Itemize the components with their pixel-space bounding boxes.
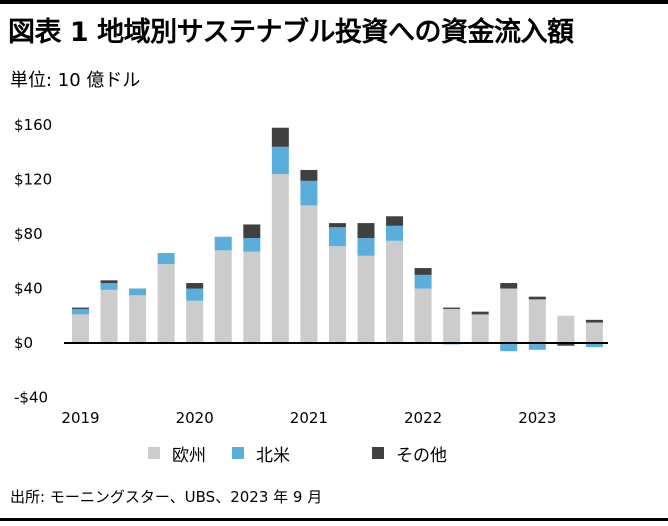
legend-swatch-europe [148, 447, 160, 459]
bar-segment-north-america [72, 308, 89, 315]
bar-segment-other [186, 283, 204, 289]
bar-segment-other [471, 311, 489, 315]
bar-segment-europe [414, 288, 432, 343]
chart-title: 図表 1 地域別サステナブル投資への資金流入額 [8, 17, 574, 48]
bar-segment-other [443, 307, 461, 309]
bar-segment-europe [585, 322, 603, 343]
bar-segment-north-america [243, 238, 261, 252]
legend-label-north-america: 北米 [256, 445, 290, 466]
bar-segment-north-america [157, 253, 175, 264]
bar-segment-europe [72, 314, 89, 343]
bar-segment-europe [129, 295, 147, 343]
x-tick-label: 2022 [404, 409, 442, 427]
legend-item-other: その他 [372, 440, 447, 466]
legend-label-europe: 欧州 [172, 445, 206, 466]
bar-segment-north-america [129, 288, 147, 296]
bar-segment-europe [214, 250, 232, 343]
bar-segment-europe [500, 288, 518, 343]
bar-segment-other [500, 283, 518, 289]
x-tick-label: 2019 [61, 409, 99, 427]
y-tick-label: $80 [14, 225, 43, 243]
bar-segment-other [328, 223, 346, 228]
bar-segment-other [271, 127, 289, 147]
x-tick-label: 2023 [518, 409, 556, 427]
bar-segment-europe [300, 205, 318, 343]
y-tick-label: $0 [14, 334, 33, 352]
unit-label: 単位: 10 億ドル [10, 70, 141, 91]
bar-segment-europe [528, 299, 546, 343]
bar-segment-north-america [414, 274, 432, 289]
bar-segment-europe [557, 315, 575, 343]
bar-segment-europe [328, 246, 346, 343]
bar-segment-north-america [186, 288, 204, 301]
bar-segment-north-america [500, 343, 518, 352]
bar-segment-europe [271, 174, 289, 343]
bar-segment-north-america [528, 343, 546, 350]
bar-segment-other [557, 343, 575, 346]
bar-segment-north-america [328, 227, 346, 247]
bar-segment-other [585, 319, 603, 323]
bar-segment-north-america [357, 238, 375, 256]
y-tick-label: $40 [14, 280, 43, 298]
bar-segment-europe [443, 308, 461, 343]
x-tick-label: 2021 [290, 409, 328, 427]
bar-segment-other [414, 268, 432, 275]
bar-segment-other [100, 280, 118, 284]
legend-item-north-america: 北米 [232, 440, 290, 466]
legend-swatch-north-america [232, 447, 244, 459]
y-tick-label: -$40 [14, 389, 48, 407]
bar-segment-europe [386, 240, 404, 343]
y-tick-label: $160 [14, 116, 52, 134]
bar-segment-other [243, 224, 261, 239]
bar-segment-europe [243, 251, 261, 343]
bar-segment-other [386, 216, 404, 226]
source-note: 出所: モーニングスター、UBS、2023 年 9 月 [10, 488, 323, 506]
stacked-bar-chart: -$40 $0 $40 $80 $120 $160 2019 2020 2021 2022 2023 [14, 116, 608, 427]
bar-segment-other [528, 296, 546, 300]
bar-segment-other [300, 169, 318, 181]
bar-segment-north-america [214, 236, 232, 251]
bar-segment-europe [357, 255, 375, 343]
bar-segment-north-america [585, 343, 603, 348]
bottom-rule [0, 518, 668, 521]
bar-segment-other [72, 307, 89, 309]
bar-segment-north-america [100, 283, 118, 290]
legend-item-europe: 欧州 [148, 440, 206, 466]
legend: 欧州 北米 その他 [0, 440, 668, 470]
y-tick-label: $120 [14, 171, 52, 189]
bar-segment-europe [100, 289, 118, 343]
bar-segment-europe [471, 314, 489, 343]
legend-swatch-other [372, 447, 384, 459]
legend-label-other: その他 [396, 445, 447, 466]
bar-segment-other [357, 223, 375, 239]
bar-segment-north-america [271, 146, 289, 175]
bar-segment-europe [186, 300, 204, 343]
x-tick-label: 2020 [176, 409, 214, 427]
bar-segment-north-america [300, 180, 318, 206]
bar-segment-europe [157, 263, 175, 343]
bar-segment-north-america [386, 225, 404, 241]
top-rule [0, 0, 668, 4]
